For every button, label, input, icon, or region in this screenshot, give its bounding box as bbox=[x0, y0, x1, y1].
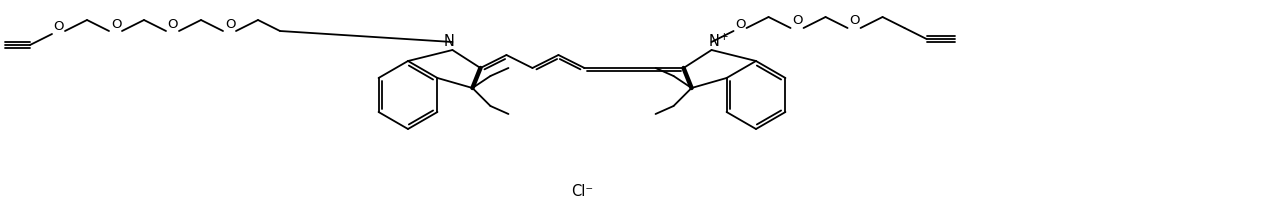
Text: O: O bbox=[849, 14, 859, 27]
Text: N: N bbox=[709, 35, 720, 49]
Text: O: O bbox=[736, 17, 746, 30]
Text: O: O bbox=[792, 14, 803, 27]
Text: N: N bbox=[444, 35, 455, 49]
Text: Cl⁻: Cl⁻ bbox=[571, 184, 593, 199]
Text: O: O bbox=[224, 17, 236, 30]
Text: O: O bbox=[168, 17, 179, 30]
Text: O: O bbox=[54, 20, 64, 33]
Text: +: + bbox=[720, 32, 729, 42]
Text: O: O bbox=[111, 17, 121, 30]
